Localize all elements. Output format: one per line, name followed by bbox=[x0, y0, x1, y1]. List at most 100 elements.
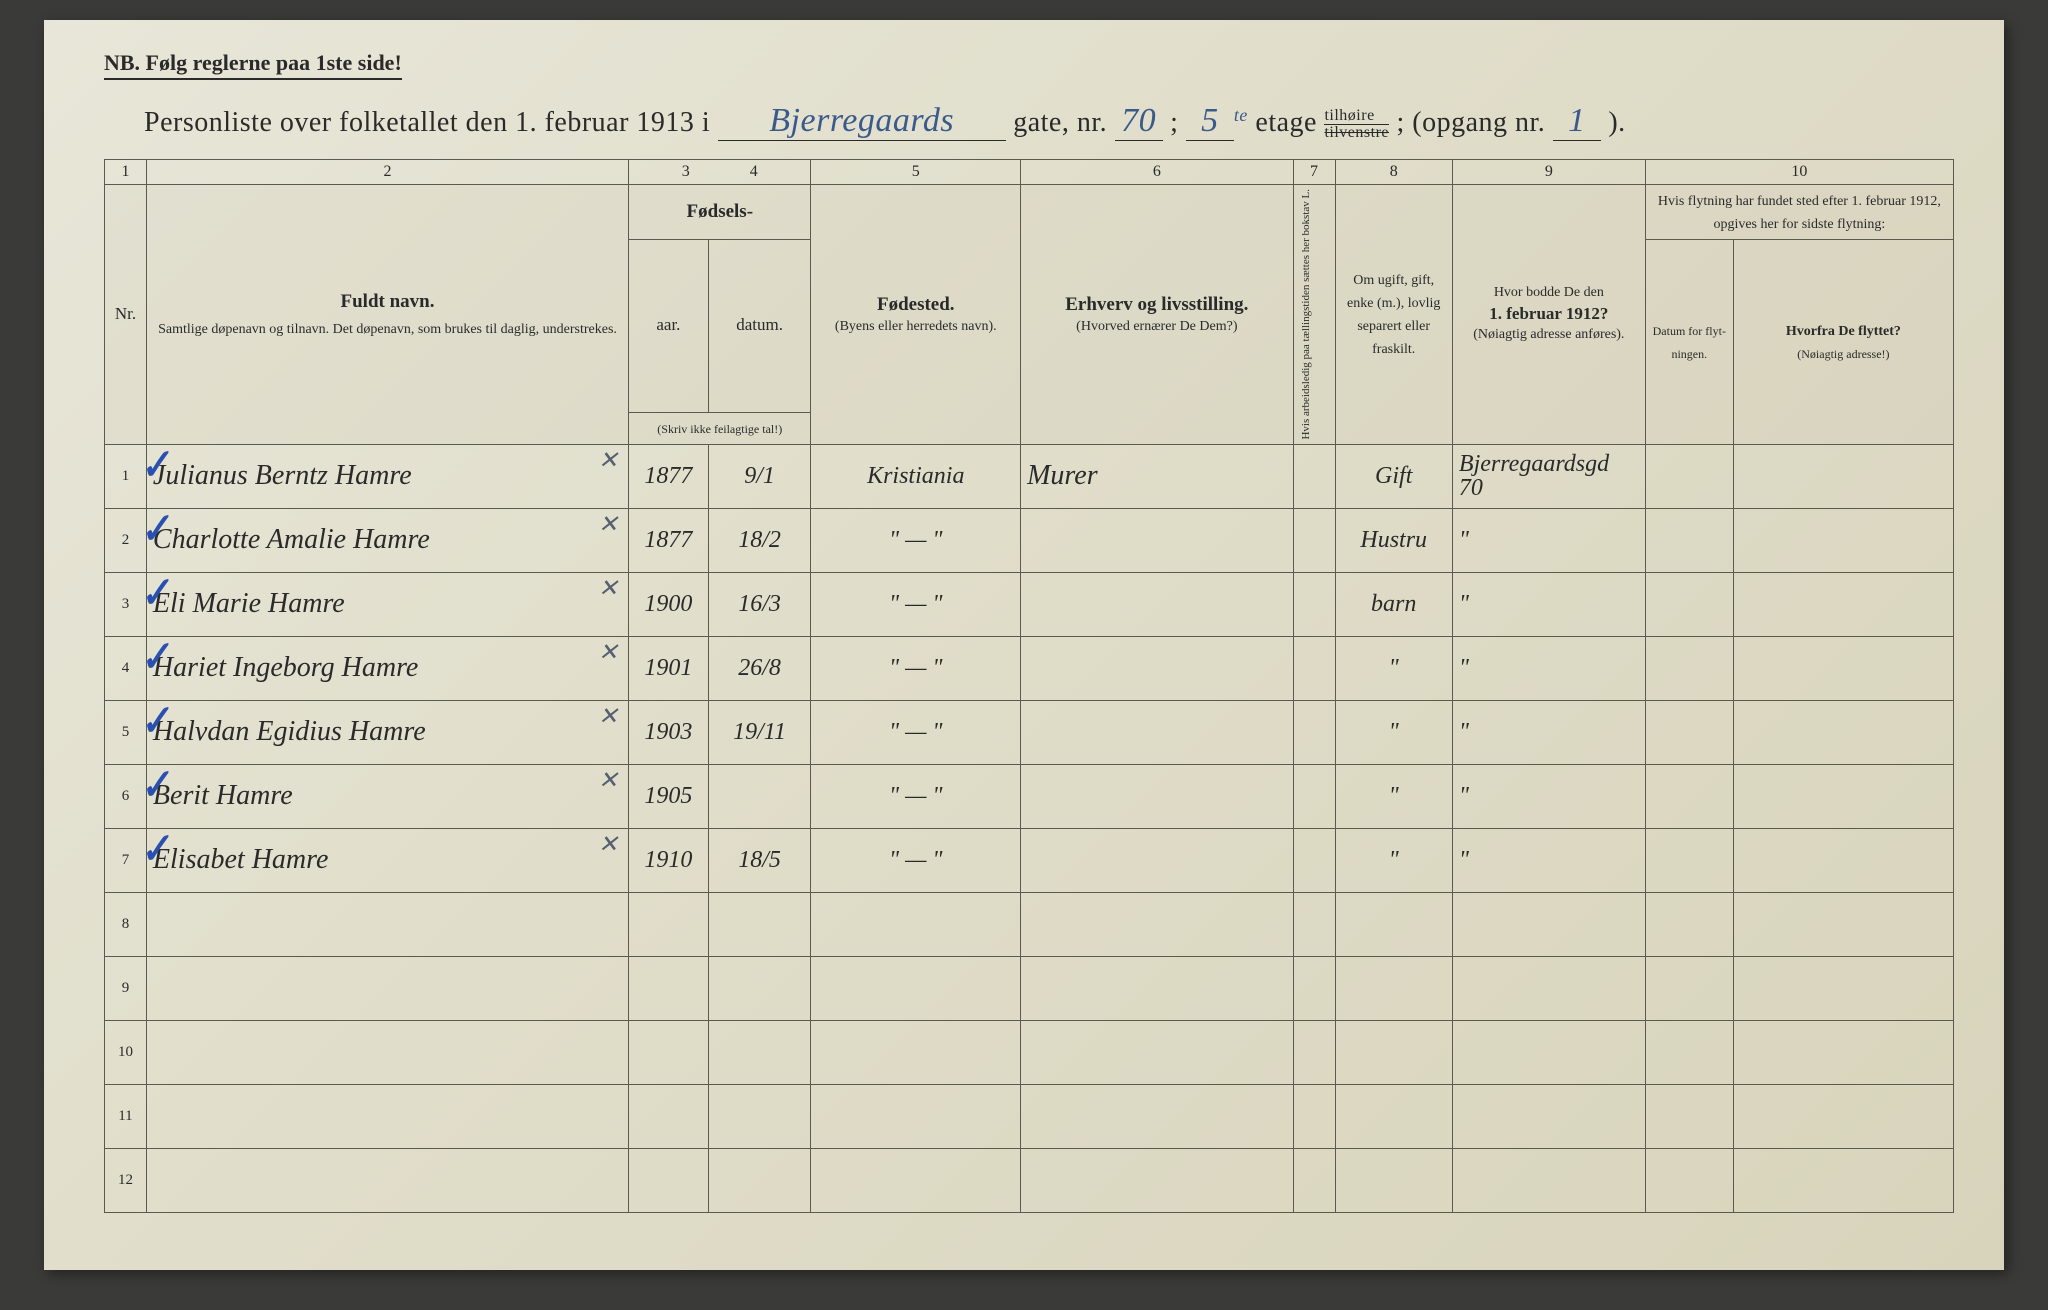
street-name: Bjerregaards bbox=[718, 102, 1006, 141]
cell-date: 19/11 bbox=[708, 700, 811, 764]
cell-col7 bbox=[1293, 892, 1335, 956]
check-icon: ✓ bbox=[136, 508, 174, 551]
header-col10b: Hvorfra De flyttet? (Nøiagtig adresse!) bbox=[1733, 239, 1953, 444]
cell-occupation bbox=[1021, 892, 1294, 956]
census-table: 1 2 3 4 5 6 7 8 9 10 Nr. Fuldt navn. Sam… bbox=[104, 159, 1954, 1213]
cell-movefrom bbox=[1733, 636, 1953, 700]
table-body: 1✓Julianus Berntz Hamre✕18779/1Kristiani… bbox=[105, 444, 1954, 1212]
table-row: 8 bbox=[105, 892, 1954, 956]
cell-status bbox=[1335, 1148, 1452, 1212]
cell-occupation bbox=[1021, 1148, 1294, 1212]
cell-col7 bbox=[1293, 764, 1335, 828]
table-row: 3✓Eli Marie Hamre✕190016/3" — "barn" bbox=[105, 572, 1954, 636]
cell-col7 bbox=[1293, 828, 1335, 892]
name-text: Halvdan Egidius Hamre bbox=[153, 716, 426, 747]
cell-birthplace bbox=[811, 892, 1021, 956]
cell-col7 bbox=[1293, 1020, 1335, 1084]
cell-date: 18/2 bbox=[708, 508, 811, 572]
header-col10: Hvis flytning har fundet sted efter 1. f… bbox=[1645, 185, 1953, 240]
cell-status bbox=[1335, 1084, 1452, 1148]
cell-occupation bbox=[1021, 508, 1294, 572]
opgang-label: ; (opgang nr. bbox=[1397, 107, 1546, 138]
cell-status: " bbox=[1335, 764, 1452, 828]
cell-addr1912: " bbox=[1452, 636, 1645, 700]
cell-year bbox=[629, 956, 709, 1020]
cell-name bbox=[146, 956, 628, 1020]
table-row: 10 bbox=[105, 1020, 1954, 1084]
tilvenstre: tilvenstre bbox=[1324, 125, 1389, 141]
cell-birthplace: Kristiania bbox=[811, 444, 1021, 508]
header-col10a: Datum for flyt-ningen. bbox=[1645, 239, 1733, 444]
cell-status: barn bbox=[1335, 572, 1452, 636]
header-nr: Nr. bbox=[105, 185, 147, 445]
cell-occupation bbox=[1021, 572, 1294, 636]
header-bp-sub: (Byens eller herredets navn). bbox=[817, 318, 1014, 337]
cell-birthplace: " — " bbox=[811, 700, 1021, 764]
cell-name: ✓Charlotte Amalie Hamre✕ bbox=[146, 508, 628, 572]
cell-movefrom bbox=[1733, 700, 1953, 764]
table-row: 1✓Julianus Berntz Hamre✕18779/1Kristiani… bbox=[105, 444, 1954, 508]
cell-movedate bbox=[1645, 572, 1733, 636]
cell-occupation bbox=[1021, 636, 1294, 700]
header-year: aar. bbox=[629, 239, 709, 412]
cell-birthplace bbox=[811, 1020, 1021, 1084]
header-name-title: Fuldt navn. bbox=[153, 289, 622, 315]
cell-birthplace: " — " bbox=[811, 572, 1021, 636]
cell-movedate bbox=[1645, 1084, 1733, 1148]
row-number: 8 bbox=[105, 892, 147, 956]
colnum-9: 9 bbox=[1452, 160, 1645, 185]
cell-name bbox=[146, 1020, 628, 1084]
cell-year: 1901 bbox=[629, 636, 709, 700]
table-head: 1 2 3 4 5 6 7 8 9 10 Nr. Fuldt navn. Sam… bbox=[105, 160, 1954, 445]
cell-col7 bbox=[1293, 1084, 1335, 1148]
header-col9-b: 1. februar 1912? bbox=[1459, 303, 1639, 326]
row-number: 12 bbox=[105, 1148, 147, 1212]
cell-name: ✓Hariet Ingeborg Hamre✕ bbox=[146, 636, 628, 700]
header-col10b-sub: (Nøiagtig adresse!) bbox=[1797, 347, 1889, 361]
cell-addr1912: " bbox=[1452, 764, 1645, 828]
cell-date bbox=[708, 1084, 811, 1148]
header-col9: Hvor bodde De den 1. februar 1912? (Nøia… bbox=[1452, 185, 1645, 445]
cell-addr1912: " bbox=[1452, 508, 1645, 572]
cell-movefrom bbox=[1733, 1148, 1953, 1212]
cell-movedate bbox=[1645, 764, 1733, 828]
cell-movedate bbox=[1645, 956, 1733, 1020]
cell-movedate bbox=[1645, 700, 1733, 764]
gate-label: gate, nr. bbox=[1013, 107, 1107, 138]
cell-name: ✓Eli Marie Hamre✕ bbox=[146, 572, 628, 636]
cell-col7 bbox=[1293, 956, 1335, 1020]
cell-movefrom bbox=[1733, 508, 1953, 572]
cell-movedate bbox=[1645, 828, 1733, 892]
header-date: datum. bbox=[708, 239, 811, 412]
cell-birthplace: " — " bbox=[811, 636, 1021, 700]
table-row: 2✓Charlotte Amalie Hamre✕187718/2" — "Hu… bbox=[105, 508, 1954, 572]
header-bp-title: Fødested. bbox=[817, 292, 1014, 318]
gate-nr: 70 bbox=[1115, 102, 1163, 141]
colnum-7: 7 bbox=[1293, 160, 1335, 185]
cell-occupation: Murer bbox=[1021, 444, 1294, 508]
cell-birthplace: " — " bbox=[811, 508, 1021, 572]
cell-year bbox=[629, 1148, 709, 1212]
table-row: 9 bbox=[105, 956, 1954, 1020]
cell-movefrom bbox=[1733, 1084, 1953, 1148]
cell-status: " bbox=[1335, 700, 1452, 764]
cell-col7 bbox=[1293, 1148, 1335, 1212]
nb-notice: NB. Følg reglerne paa 1ste side! bbox=[104, 50, 402, 80]
cell-name bbox=[146, 892, 628, 956]
cell-name bbox=[146, 1148, 628, 1212]
cell-birthplace: " — " bbox=[811, 764, 1021, 828]
cell-addr1912 bbox=[1452, 1020, 1645, 1084]
cell-date bbox=[708, 892, 811, 956]
cell-birthplace bbox=[811, 1148, 1021, 1212]
cell-year: 1900 bbox=[629, 572, 709, 636]
cell-date: 16/3 bbox=[708, 572, 811, 636]
table-row: 4✓Hariet Ingeborg Hamre✕190126/8" — """ bbox=[105, 636, 1954, 700]
header-col8: Om ugift, gift, enke (m.), lovlig separe… bbox=[1335, 185, 1452, 445]
cell-movedate bbox=[1645, 444, 1733, 508]
cell-year: 1877 bbox=[629, 444, 709, 508]
cell-year: 1910 bbox=[629, 828, 709, 892]
column-number-row: 1 2 3 4 5 6 7 8 9 10 bbox=[105, 160, 1954, 185]
cell-col7 bbox=[1293, 636, 1335, 700]
x-icon: ✕ bbox=[598, 641, 618, 665]
cell-movefrom bbox=[1733, 1020, 1953, 1084]
